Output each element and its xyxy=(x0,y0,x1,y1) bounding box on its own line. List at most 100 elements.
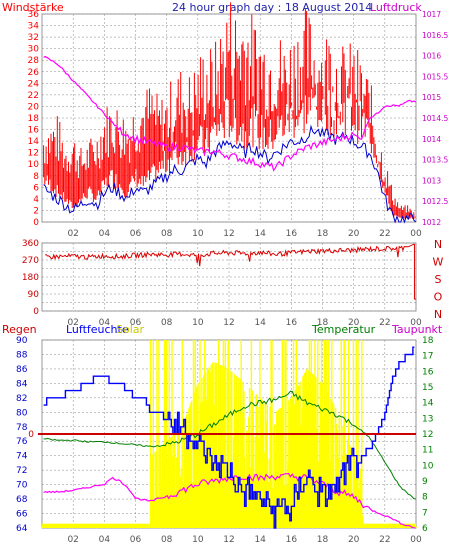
compass-tick-label: O xyxy=(434,291,443,304)
pressure-y-tick-label: 1012.5 xyxy=(422,197,448,206)
pressure-y-tick-label: 1015 xyxy=(422,93,441,102)
temperature-y-tick-label: 17 xyxy=(422,352,433,362)
wind-y-tick-label: 18 xyxy=(28,114,40,124)
compass-tick-label: N xyxy=(434,238,442,251)
wind-y-tick-label: 26 xyxy=(28,68,40,78)
wind-gust-series xyxy=(43,2,416,220)
humidity-y-tick-label: 74 xyxy=(16,452,28,462)
x-tick-label: 18 xyxy=(317,229,329,239)
series-layer xyxy=(38,2,417,529)
temperature-y-tick-label: 9 xyxy=(422,477,428,487)
wind-y-tick-label: 22 xyxy=(28,91,39,101)
humidity-y-tick-label: 86 xyxy=(16,365,28,375)
wind-y-tick-label: 20 xyxy=(28,102,40,112)
dewpoint-label: Taupunkt xyxy=(391,323,443,336)
tick-layer: 0246810121416182022242628303234361012101… xyxy=(16,10,448,545)
x-tick-label: 00 xyxy=(410,535,422,545)
x-tick-label: 16 xyxy=(286,535,298,545)
direction-y-tick-label: 0 xyxy=(33,307,39,317)
temperature-series xyxy=(43,390,416,500)
humidity-series xyxy=(43,346,415,529)
dewpoint-series xyxy=(43,472,416,529)
x-tick-label: 02 xyxy=(67,318,78,328)
direction-y-tick-label: 270 xyxy=(22,256,39,266)
temperature-y-tick-label: 16 xyxy=(422,367,434,377)
wind-average-series xyxy=(43,124,417,224)
wind-direction-end xyxy=(413,243,416,300)
x-tick-label: 08 xyxy=(161,229,173,239)
humidity-y-tick-label: 84 xyxy=(16,379,28,389)
rain-y-tick-label: 0 xyxy=(28,430,34,440)
pressure-y-tick-label: 1014 xyxy=(422,135,441,144)
wind-y-tick-label: 2 xyxy=(33,206,39,216)
humidity-y-tick-label: 70 xyxy=(16,481,28,491)
temperature-y-tick-label: 11 xyxy=(422,446,433,456)
wind-axis-label: Windstärke xyxy=(2,1,64,14)
rain-label: Regen xyxy=(2,323,37,336)
humidity-y-tick-label: 68 xyxy=(16,495,28,505)
humidity-label: Luftfeuchte xyxy=(66,323,129,336)
temperature-y-tick-label: 14 xyxy=(422,399,434,409)
x-tick-label: 20 xyxy=(348,535,360,545)
x-tick-label: 12 xyxy=(223,318,234,328)
x-tick-label: 20 xyxy=(348,229,360,239)
x-tick-label: 08 xyxy=(161,318,173,328)
x-tick-label: 10 xyxy=(192,229,204,239)
temperature-y-tick-label: 7 xyxy=(422,508,428,518)
humidity-y-tick-label: 76 xyxy=(16,437,28,447)
x-tick-label: 22 xyxy=(379,318,390,328)
x-tick-label: 06 xyxy=(130,318,142,328)
x-tick-label: 04 xyxy=(99,318,111,328)
wind-y-tick-label: 6 xyxy=(33,183,39,193)
humidity-y-tick-label: 64 xyxy=(16,524,28,534)
chart-title: 24 hour graph day : 18 August 2014 xyxy=(172,1,372,14)
temperature-label: Temperatur xyxy=(311,323,376,336)
solar-label: Solar xyxy=(116,323,145,336)
wind-direction-series xyxy=(45,243,415,267)
wind-y-tick-label: 28 xyxy=(28,56,40,66)
wind-y-tick-label: 10 xyxy=(28,160,40,170)
x-tick-label: 16 xyxy=(286,229,298,239)
x-tick-label: 00 xyxy=(410,229,422,239)
x-tick-label: 14 xyxy=(254,535,266,545)
x-tick-label: 06 xyxy=(130,229,142,239)
x-tick-label: 04 xyxy=(99,535,111,545)
x-tick-label: 02 xyxy=(67,229,78,239)
pressure-series xyxy=(43,55,416,172)
wind-y-tick-label: 34 xyxy=(28,22,40,32)
x-tick-label: 18 xyxy=(317,535,329,545)
wind-y-tick-label: 0 xyxy=(33,218,39,228)
temperature-y-tick-label: 6 xyxy=(422,524,428,534)
humidity-y-tick-label: 80 xyxy=(16,408,28,418)
compass-tick-label: W xyxy=(433,256,444,269)
humidity-y-tick-label: 72 xyxy=(16,466,27,476)
wind-y-tick-label: 32 xyxy=(28,33,39,43)
pressure-y-tick-label: 1016 xyxy=(422,52,441,61)
temperature-y-tick-label: 13 xyxy=(422,414,433,424)
x-tick-label: 12 xyxy=(223,229,234,239)
wind-y-tick-label: 12 xyxy=(28,149,39,159)
direction-y-tick-label: 360 xyxy=(22,239,39,249)
humidity-y-tick-label: 82 xyxy=(16,394,27,404)
x-tick-label: 12 xyxy=(223,535,234,545)
pressure-y-tick-label: 1016.5 xyxy=(422,31,448,40)
wind-y-tick-label: 14 xyxy=(28,137,40,147)
direction-y-tick-label: 180 xyxy=(22,273,39,283)
x-tick-label: 18 xyxy=(317,318,329,328)
humidity-y-tick-label: 88 xyxy=(16,350,28,360)
solar-baseline xyxy=(363,523,416,528)
x-tick-label: 22 xyxy=(379,229,390,239)
wind-y-tick-label: 8 xyxy=(33,172,39,182)
x-tick-label: 16 xyxy=(286,318,298,328)
wind-y-tick-label: 24 xyxy=(28,79,40,89)
humidity-y-tick-label: 78 xyxy=(16,423,28,433)
temperature-y-tick-label: 15 xyxy=(422,383,433,393)
x-tick-label: 20 xyxy=(348,318,360,328)
pressure-y-tick-label: 1012 xyxy=(422,218,441,227)
pressure-y-tick-label: 1014.5 xyxy=(422,114,448,123)
pressure-y-tick-label: 1017 xyxy=(422,10,441,19)
pressure-y-tick-label: 1013.5 xyxy=(422,156,448,165)
direction-y-tick-label: 90 xyxy=(28,290,40,300)
x-tick-label: 04 xyxy=(99,229,111,239)
